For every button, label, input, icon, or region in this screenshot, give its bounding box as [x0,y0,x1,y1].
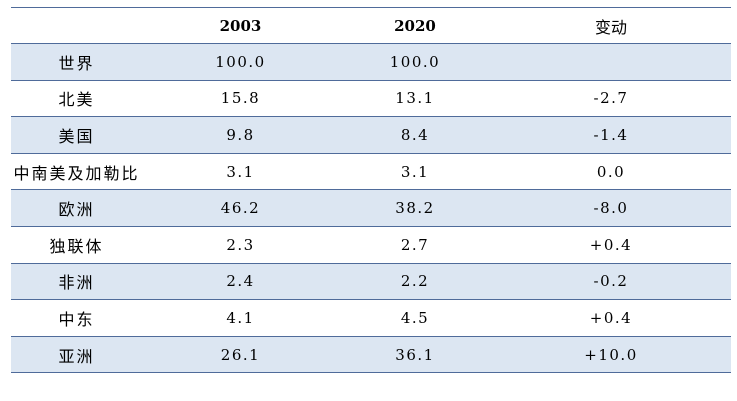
value-2003-cell: 9.8 [142,116,339,154]
table-row: 独联体 2.3 2.7 +0.4 [11,226,731,264]
change-cell: +0.4 [491,226,731,264]
table-row: 世界 100.0 100.0 [11,43,731,81]
table-row: 中南美及加勒比 3.1 3.1 0.0 [11,153,731,191]
value-2003-cell: 15.8 [142,80,339,118]
change-cell: -2.7 [491,80,731,118]
change-cell: +0.4 [491,299,731,337]
table-row: 北美 15.8 13.1 -2.7 [11,80,731,118]
value-2020-cell: 13.1 [339,80,491,118]
value-2003-cell: 26.1 [142,336,339,374]
table-body: 世界 100.0 100.0 北美 15.8 13.1 -2.7 美国 9.8 … [11,43,731,374]
region-cell: 美国 [11,116,142,154]
region-cell: 北美 [11,80,142,118]
value-2020-cell: 38.2 [339,189,491,227]
header-region [11,7,142,44]
change-cell: 0.0 [491,153,731,191]
value-2003-cell: 2.4 [142,263,339,301]
value-2003-cell: 4.1 [142,299,339,337]
region-cell: 欧洲 [11,189,142,227]
header-row: 2003 2020 变动 [11,7,731,44]
table-row: 美国 9.8 8.4 -1.4 [11,116,731,154]
region-cell: 中南美及加勒比 [11,153,142,191]
value-2020-cell: 8.4 [339,116,491,154]
change-cell: -0.2 [491,263,731,301]
header-2003: 2003 [142,7,339,44]
region-cell: 世界 [11,43,142,81]
value-2003-cell: 46.2 [142,189,339,227]
change-cell: -1.4 [491,116,731,154]
table-row: 欧洲 46.2 38.2 -8.0 [11,189,731,227]
value-2020-cell: 36.1 [339,336,491,374]
change-cell [491,43,731,81]
region-cell: 中东 [11,299,142,337]
data-table-container: 2003 2020 变动 世界 100.0 100.0 北美 15.8 13.1… [11,7,731,374]
header-change: 变动 [491,7,731,44]
value-2003-cell: 3.1 [142,153,339,191]
header-2020: 2020 [339,7,491,44]
region-cell: 非洲 [11,263,142,301]
region-cell: 亚洲 [11,336,142,374]
value-2020-cell: 4.5 [339,299,491,337]
value-2003-cell: 2.3 [142,226,339,264]
table-header: 2003 2020 变动 [11,7,731,44]
change-cell: -8.0 [491,189,731,227]
value-2020-cell: 2.2 [339,263,491,301]
table-row: 亚洲 26.1 36.1 +10.0 [11,336,731,374]
value-2020-cell: 2.7 [339,226,491,264]
value-2003-cell: 100.0 [142,43,339,81]
trade-share-table: 2003 2020 变动 世界 100.0 100.0 北美 15.8 13.1… [11,7,731,374]
table-row: 非洲 2.4 2.2 -0.2 [11,263,731,301]
change-cell: +10.0 [491,336,731,374]
value-2020-cell: 3.1 [339,153,491,191]
value-2020-cell: 100.0 [339,43,491,81]
table-row: 中东 4.1 4.5 +0.4 [11,299,731,337]
region-cell: 独联体 [11,226,142,264]
